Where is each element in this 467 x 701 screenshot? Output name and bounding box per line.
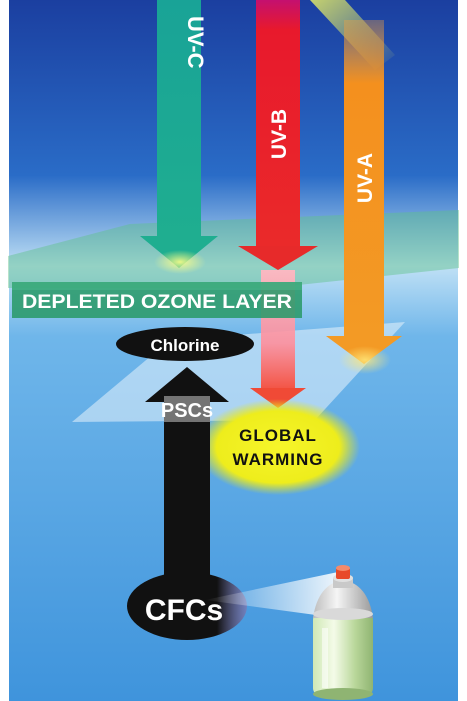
spray-mist <box>205 572 338 618</box>
cfcs-label: CFCs <box>145 594 223 627</box>
global-warming-label-line2: WARMING <box>232 450 323 469</box>
cfcs-oval <box>127 572 247 640</box>
uv-b-label: UV-B <box>268 109 291 159</box>
pscs-label: PSCs <box>161 400 213 422</box>
psc-gray-section <box>164 396 210 422</box>
global-warming-glow <box>196 399 360 495</box>
chlorine-label: Chlorine <box>151 336 220 355</box>
cfc-to-chlorine-arrow <box>145 367 229 598</box>
uv-c-arrow <box>140 0 218 274</box>
white-border-right <box>458 0 467 701</box>
uv-a-arrow <box>326 20 402 374</box>
white-border-left <box>0 0 9 701</box>
depleted-ozone-band-highlight <box>12 282 302 290</box>
chlorine-oval <box>116 327 254 361</box>
global-warming-label-line1: GLOBAL <box>239 426 317 445</box>
ozone-layer-label: DEPLETED OZONE LAYER <box>22 292 292 313</box>
aerosol-can-icon <box>313 565 373 700</box>
uv-a-label: UV-A <box>354 153 377 203</box>
uv-c-label: UV-C <box>183 16 208 69</box>
